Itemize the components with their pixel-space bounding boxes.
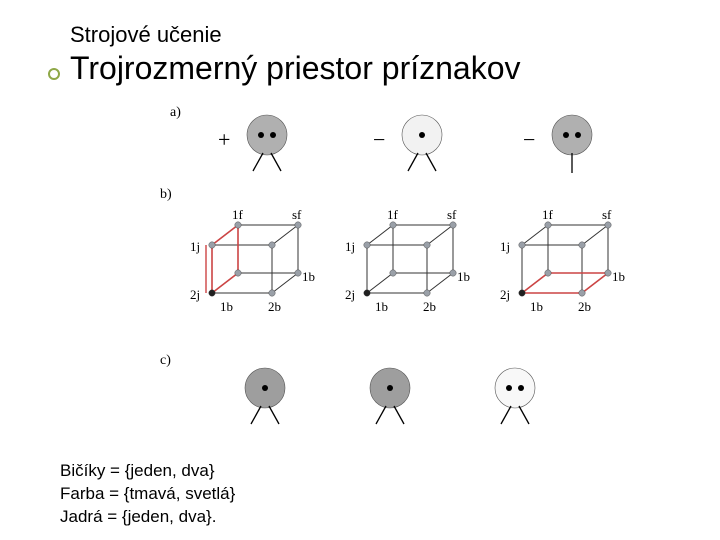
legend-line1: Bičíky = {jeden, dva}: [60, 460, 235, 483]
cube2-lbl-1j: 1j: [500, 239, 510, 255]
cube2-lbl-2j: 2j: [500, 287, 510, 303]
cube1-lbl-1b-bot: 1b: [375, 299, 388, 315]
bullet-circle: [48, 68, 60, 80]
legend-line3: Jadrá = {jeden, dva}.: [60, 506, 235, 529]
cube2-lbl-1b-bot: 1b: [530, 299, 543, 315]
row-c-svg: [170, 350, 640, 440]
legend: Bičíky = {jeden, dva} Farba = {tmavá, sv…: [60, 460, 235, 529]
cube0-lbl-sf: sf: [292, 207, 301, 223]
cube2-lbl-2b: 2b: [578, 299, 591, 315]
diagram-area: a) b) c) + − − 1fsf1j2j1b2b1b1fsf1j2j1b2…: [170, 105, 640, 435]
cube2-lbl-1b-right: 1b: [612, 269, 625, 285]
row-a-svg: [170, 105, 640, 180]
cube1-lbl-2b: 2b: [423, 299, 436, 315]
cube1-lbl-sf: sf: [447, 207, 456, 223]
legend-line2: Farba = {tmavá, svetlá}: [60, 483, 235, 506]
slide-title: Trojrozmerný priestor príznakov: [70, 50, 521, 87]
cube0-lbl-2b: 2b: [268, 299, 281, 315]
cube1-lbl-1j: 1j: [345, 239, 355, 255]
cube0-lbl-1b-bot: 1b: [220, 299, 233, 315]
cube2-lbl-1f: 1f: [542, 207, 553, 223]
cube0-lbl-2j: 2j: [190, 287, 200, 303]
cube1-lbl-2j: 2j: [345, 287, 355, 303]
cube0-lbl-1b-right: 1b: [302, 269, 315, 285]
slide-subtitle: Strojové učenie: [70, 22, 222, 48]
cube1-lbl-1b-right: 1b: [457, 269, 470, 285]
cube0-lbl-1f: 1f: [232, 207, 243, 223]
cube0-lbl-1j: 1j: [190, 239, 200, 255]
cube2-lbl-sf: sf: [602, 207, 611, 223]
cube1-lbl-1f: 1f: [387, 207, 398, 223]
